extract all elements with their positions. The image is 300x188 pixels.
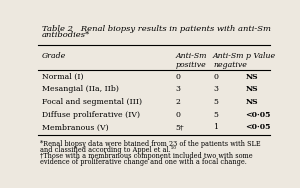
Text: 0: 0 [213,73,218,80]
Text: positive: positive [176,61,207,69]
Text: p Value: p Value [246,52,275,60]
Text: *Renal biopsy data were btained from 23 of the patients with SLE: *Renal biopsy data were btained from 23 … [40,140,260,148]
Text: NS: NS [246,85,258,93]
Text: and classified according to Appel et al.¹⁰: and classified according to Appel et al.… [40,146,176,154]
Text: 1: 1 [213,124,218,131]
Text: Grade: Grade [42,52,66,60]
Text: 3: 3 [213,85,218,93]
Text: <0·05: <0·05 [246,124,271,131]
Text: Mesangial (IIa, IIb): Mesangial (IIa, IIb) [42,85,119,93]
Text: Normal (I): Normal (I) [42,73,84,80]
Text: antibodies*: antibodies* [42,30,90,39]
Text: 5: 5 [213,98,218,106]
Text: Anti-Sm: Anti-Sm [213,52,244,60]
Text: Anti-Sm: Anti-Sm [176,52,207,60]
Text: Table 2   Renal biopsy results in patients with anti-Sm: Table 2 Renal biopsy results in patients… [42,25,271,33]
Text: 5†: 5† [176,124,184,131]
Text: Diffuse proliferative (IV): Diffuse proliferative (IV) [42,111,140,119]
Text: Membranous (V): Membranous (V) [42,124,109,131]
Text: NS: NS [246,73,258,80]
Text: Focal and segmental (III): Focal and segmental (III) [42,98,142,106]
Text: <0·05: <0·05 [246,111,271,119]
Text: negative: negative [213,61,247,69]
Text: NS: NS [246,98,258,106]
Text: 5: 5 [213,111,218,119]
Text: †Those with a membranous component included two with some: †Those with a membranous component inclu… [40,152,253,160]
Text: evidence of proliferative change and one with a focal change.: evidence of proliferative change and one… [40,158,247,166]
Text: 3: 3 [176,85,181,93]
Text: 0: 0 [176,73,181,80]
Text: 0: 0 [176,111,181,119]
Text: 2: 2 [176,98,181,106]
